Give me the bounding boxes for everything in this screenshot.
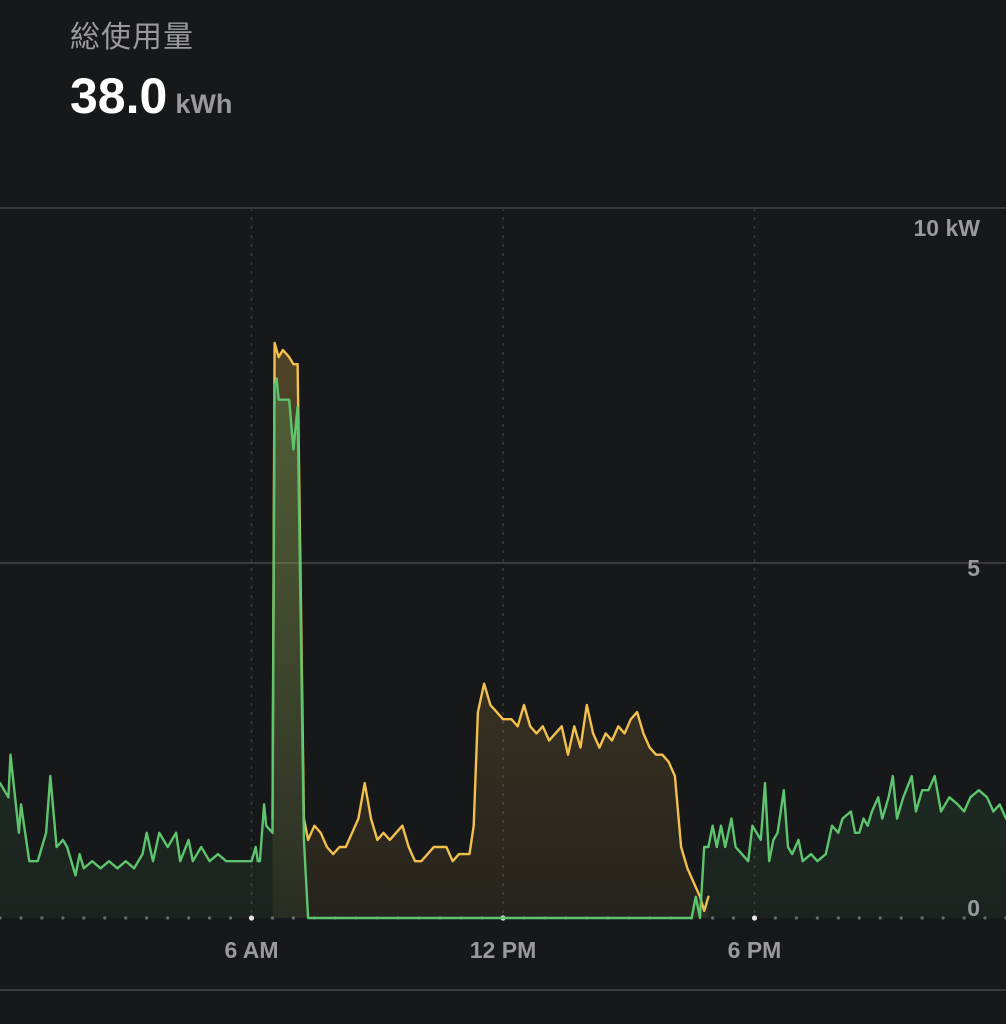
series-area-0 — [0, 378, 1006, 918]
x-tick-label-12: 12 PM — [470, 937, 536, 963]
y-tick-label-5: 5 — [967, 555, 980, 581]
total-usage-unit: kWh — [175, 89, 233, 119]
total-usage-value: 38.0 — [70, 68, 168, 124]
y-tick-label-0: 0 — [967, 895, 980, 921]
x-tick-label-18: 6 PM — [728, 937, 782, 963]
x-tick-label-6: 6 AM — [224, 937, 278, 963]
usage-header: 総使用量 38.0 kWh — [70, 18, 232, 138]
total-usage: 38.0 kWh — [70, 66, 232, 138]
series-line-1 — [271, 341, 710, 913]
page-title: 総使用量 — [70, 20, 194, 55]
y-tick-label-10: 10 kW — [914, 215, 981, 241]
series-line-0 — [0, 377, 1006, 920]
series-area-1 — [272, 342, 709, 918]
